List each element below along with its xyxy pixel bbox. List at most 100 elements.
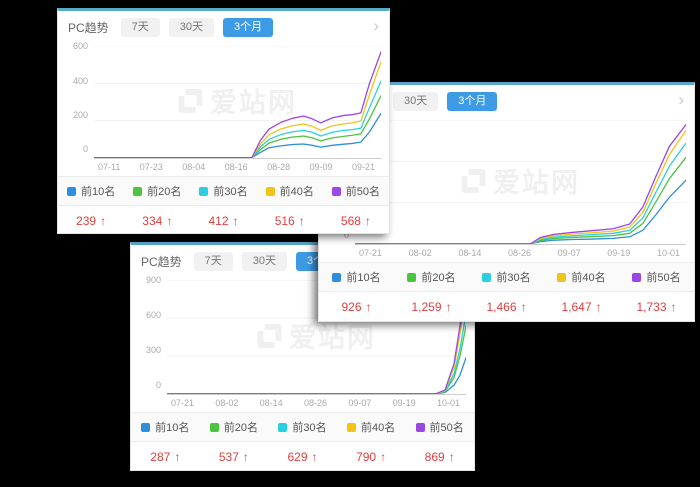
up-arrow-icon: ↑ (670, 300, 677, 315)
legend-swatch-icon (66, 186, 76, 196)
legend-item-2[interactable]: 前30名 (469, 269, 544, 285)
x-tick-label: 07-21 (171, 398, 195, 409)
up-arrow-icon: ↑ (311, 450, 318, 465)
value-cell-1: 334 ↑ (124, 214, 190, 228)
legend-item-4[interactable]: 前50名 (323, 183, 389, 199)
value-cell-0: 926 ↑ (319, 300, 394, 314)
trend-chart-svg (167, 280, 466, 394)
value-number: 926 (341, 300, 362, 315)
legend-item-2[interactable]: 前30名 (190, 183, 256, 199)
value-cell-3: 790 ↑ (337, 450, 406, 464)
value-cell-3: 516 ↑ (257, 214, 323, 228)
value-cell-1: 537 ↑ (200, 450, 269, 464)
legend-swatch-icon (415, 422, 425, 432)
legend-item-4[interactable]: 前50名 (619, 269, 694, 285)
value-number: 412 (208, 214, 229, 229)
legend-swatch-icon (199, 186, 209, 196)
value-cell-1: 1,259 ↑ (394, 300, 469, 314)
value-number: 629 (287, 450, 308, 465)
legend-item-1[interactable]: 前20名 (200, 419, 269, 435)
series-line-0 (94, 114, 381, 158)
legend-item-0[interactable]: 前10名 (319, 269, 394, 285)
tab-period-1[interactable]: 30天 (168, 18, 215, 38)
x-tick-label: 10-01 (656, 248, 680, 259)
legend-label: 前20名 (421, 272, 456, 285)
x-tick-label: 09-21 (351, 162, 375, 173)
legend-label: 前10名 (346, 272, 381, 285)
tab-period-1[interactable]: 3个月 (447, 92, 498, 112)
legend-label: 前40名 (360, 422, 396, 435)
up-arrow-icon: ↑ (448, 450, 455, 465)
x-tick-label: 09-07 (557, 248, 581, 259)
x-tick-label: 07-23 (139, 162, 163, 173)
up-arrow-icon: ↑ (364, 214, 371, 229)
legend-item-3[interactable]: 前40名 (337, 419, 406, 435)
legend-label: 前30名 (292, 422, 327, 435)
value-cell-4: 1,733 ↑ (619, 300, 694, 314)
series-line-2 (355, 143, 686, 244)
x-tick-label: 09-19 (607, 248, 631, 259)
period-tabs: 30天 3个月 (329, 92, 498, 112)
y-tick-label: 300 (145, 345, 161, 356)
x-tick-label: 08-28 (267, 162, 291, 173)
value-number: 1,259 (411, 300, 442, 315)
value-cell-2: 629 ↑ (268, 450, 337, 464)
x-tick-label: 09-09 (309, 162, 333, 173)
tab-period-1[interactable]: 30天 (241, 252, 288, 272)
y-tick-label: 0 (155, 380, 161, 391)
legend-item-3[interactable]: 前40名 (544, 269, 619, 285)
y-tick-label: 400 (72, 75, 88, 86)
x-tick-label: 08-26 (303, 398, 328, 409)
trend-line-chart: 爱站网 (355, 120, 686, 246)
legend-swatch-icon (482, 272, 492, 282)
tab-period-2[interactable]: 3个月 (223, 18, 274, 38)
x-tick-label: 07-11 (98, 162, 121, 173)
legend-swatch-icon (331, 186, 341, 196)
value-number: 537 (218, 450, 239, 465)
up-arrow-icon: ↑ (445, 300, 452, 315)
value-cell-2: 1,466 ↑ (469, 300, 544, 314)
legend-swatch-icon (133, 186, 143, 196)
value-number: 239 (76, 214, 97, 229)
y-tick-label: 900 (145, 275, 161, 286)
value-cell-0: 287 ↑ (131, 450, 200, 464)
panel-header: PC趋势 7天 30天 3个月 › (58, 11, 389, 42)
value-cell-2: 412 ↑ (190, 214, 256, 228)
value-cell-0: 239 ↑ (58, 214, 124, 228)
legend-item-0[interactable]: 前10名 (131, 419, 200, 435)
series-line-1 (167, 326, 466, 394)
legend-label: 前20名 (147, 186, 182, 199)
values-row: 287 ↑ 537 ↑ 629 ↑ 790 ↑ 869 ↑ (131, 442, 474, 473)
x-tick-label: 08-26 (507, 248, 531, 259)
tab-period-0[interactable]: 7天 (193, 252, 233, 272)
series-line-2 (94, 81, 381, 158)
y-tick-label: 200 (72, 109, 88, 120)
legend-swatch-icon (346, 422, 356, 432)
series-line-0 (355, 180, 686, 244)
legend-row: 前10名 前20名 前30名 前40名 前50名 (58, 176, 389, 207)
chevron-right-icon[interactable]: › (373, 16, 379, 35)
legend-label: 前30名 (496, 272, 531, 285)
period-tabs: 7天 30天 3个月 (120, 18, 274, 38)
y-axis-labels: 600 400 200 0 (64, 41, 94, 154)
up-arrow-icon: ↑ (520, 300, 527, 315)
legend-swatch-icon (407, 272, 417, 282)
trend-line-chart: 爱站网 (94, 46, 381, 160)
legend-label: 前20名 (223, 422, 259, 435)
legend-swatch-icon (557, 272, 567, 282)
tab-period-0[interactable]: 7天 (120, 18, 160, 38)
legend-item-3[interactable]: 前40名 (257, 183, 323, 199)
legend-item-1[interactable]: 前20名 (124, 183, 190, 199)
chevron-right-icon[interactable]: › (678, 90, 684, 109)
legend-item-4[interactable]: 前50名 (405, 419, 474, 435)
series-line-3 (355, 131, 686, 244)
chart-zone: 600 400 200 0 爱站网 (58, 41, 389, 160)
series-line-2 (167, 315, 466, 394)
x-tick-label: 09-07 (348, 398, 372, 409)
tab-period-0[interactable]: 30天 (393, 92, 439, 112)
legend-item-0[interactable]: 前10名 (58, 183, 124, 199)
legend-item-1[interactable]: 前20名 (394, 269, 469, 285)
values-row: 239 ↑ 334 ↑ 412 ↑ 516 ↑ 568 ↑ (58, 206, 389, 237)
value-number: 334 (142, 214, 163, 229)
legend-item-2[interactable]: 前30名 (268, 419, 337, 435)
